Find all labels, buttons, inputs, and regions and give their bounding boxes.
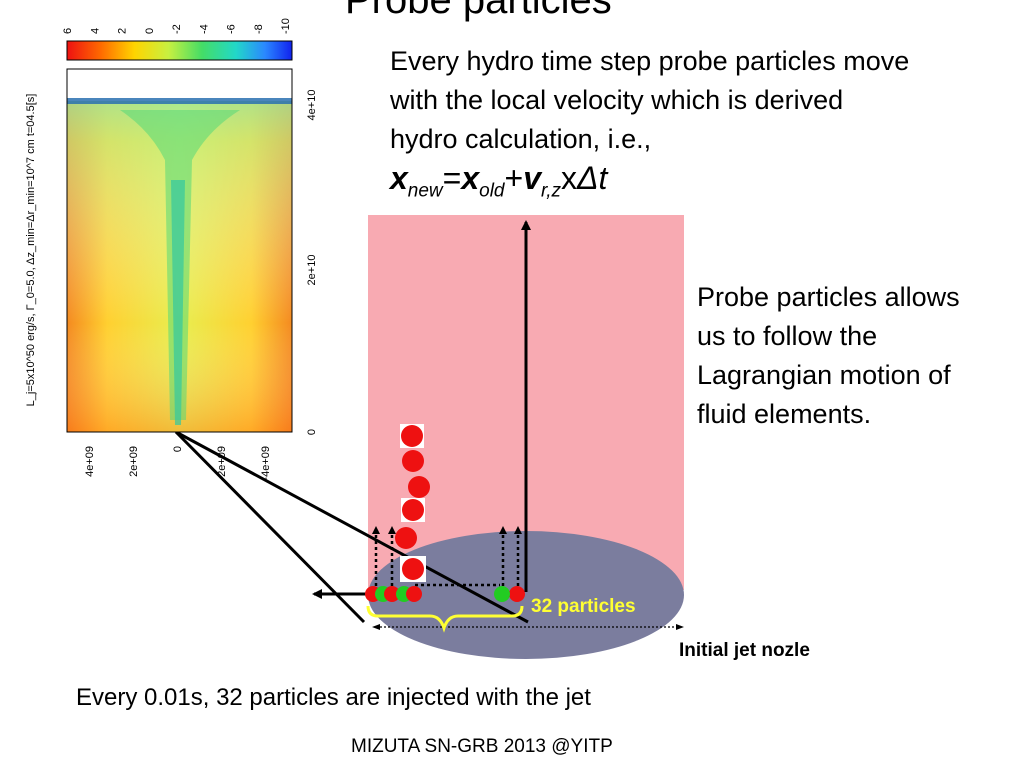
nozzle-label: Initial jet nozle xyxy=(679,640,810,661)
nozzle-width-right-tip xyxy=(676,624,684,630)
x-tick-label: 0 xyxy=(172,446,184,452)
description-line: Every hydro time step probe particles mo… xyxy=(390,46,910,76)
nozzle-width-left-tip xyxy=(372,624,380,630)
colorbar-tick-label: -8 xyxy=(253,24,265,34)
eq-times: x xyxy=(561,160,578,196)
injection-note: Every 0.01s, 32 particles are injected w… xyxy=(76,684,591,711)
x-tick-label: 2e+09 xyxy=(128,446,140,477)
y-tick-label: 0 xyxy=(306,429,318,435)
description-line: with the local velocity which is derived xyxy=(390,85,844,115)
particle-column xyxy=(395,424,430,582)
eq-dt: Δt xyxy=(577,160,608,196)
side-line: Probe particles allows xyxy=(697,282,960,312)
x-tick-label: -4e+09 xyxy=(260,446,272,481)
simulation-panel: 6 4 2 0 -2 -4 -6 -8 -10 4e+09 2e+09 0 -2e+09 -4e+09 … xyxy=(25,18,318,481)
x-tick-label: -2e+09 xyxy=(216,446,228,481)
colorbar-tick-label: -6 xyxy=(226,24,238,34)
colorbar-tick-label: 4 xyxy=(89,28,101,34)
footer: MIZUTA SN-GRB 2013 @YITP xyxy=(351,736,613,757)
position-update-equation: xnew=xold+vr,zxΔt xyxy=(390,160,607,202)
eq-x-new: x xyxy=(390,160,408,196)
slide-title: Probe particles xyxy=(345,0,612,22)
x-axis-ticks: 4e+09 2e+09 0 -2e+09 -4e+09 xyxy=(84,446,272,481)
particle-brace xyxy=(366,605,524,633)
eq-x-new-sub: new xyxy=(407,180,443,202)
eq-x-old: x xyxy=(461,160,480,196)
y-tick-label: 2e+10 xyxy=(306,255,318,286)
colorbar-tick-label: 6 xyxy=(62,28,74,34)
colorbar-tick-label: -2 xyxy=(171,24,183,34)
zoom-line-right xyxy=(175,430,529,624)
eq-v-sub: r,z xyxy=(540,180,562,202)
colorbar-tick-label: 2 xyxy=(117,28,129,34)
colorbar xyxy=(66,40,293,61)
eq-x-old-sub: old xyxy=(479,180,505,202)
nozzle-particles xyxy=(365,586,525,602)
side-note: Probe particles allows us to follow the … xyxy=(697,278,960,434)
side-line: Lagrangian motion of xyxy=(697,360,951,390)
colorbar-tick-label: 0 xyxy=(144,28,156,34)
x-tick-label: 4e+09 xyxy=(84,446,96,477)
simulation-parameters-label: L_j=5x10^50 erg/s, Γ_0=5.0, Δz_min=Δr_mi… xyxy=(25,94,37,407)
particle-count-label: 32 particles xyxy=(531,596,636,617)
side-line: us to follow the xyxy=(697,321,878,351)
colorbar-tick-label: -10 xyxy=(280,18,292,34)
description-line: hydro calculation, i.e., xyxy=(390,124,652,154)
eq-plus: + xyxy=(504,160,524,196)
colorbar-tick-label: -4 xyxy=(198,24,210,34)
eq-v: v xyxy=(523,160,541,196)
y-axis-ticks: 4e+10 2e+10 0 xyxy=(306,90,318,436)
zoom-line-left xyxy=(174,430,366,624)
eq-equals: = xyxy=(442,160,462,196)
description: Every hydro time step probe particles mo… xyxy=(390,42,1010,159)
y-tick-label: 4e+10 xyxy=(306,90,318,121)
colorbar-ticks: 6 4 2 0 -2 -4 -6 -8 -10 xyxy=(62,18,292,34)
side-line: fluid elements. xyxy=(697,399,872,429)
